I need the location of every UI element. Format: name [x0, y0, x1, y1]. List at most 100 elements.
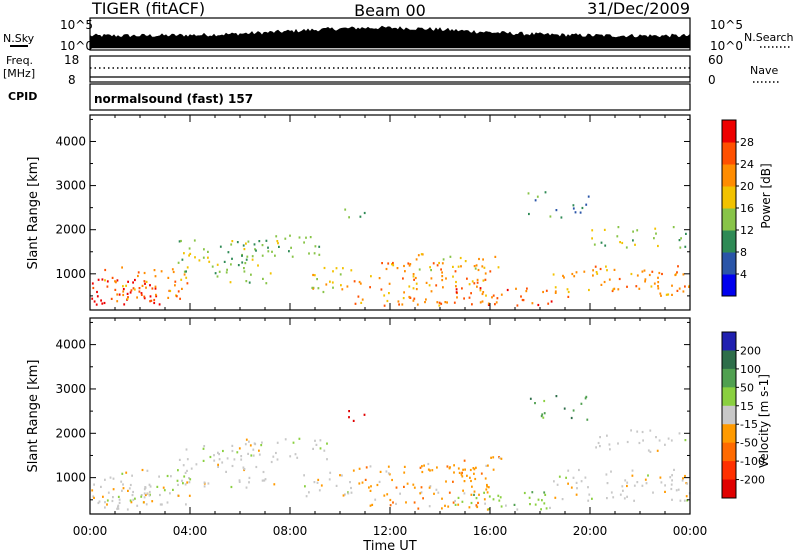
data-cell	[636, 229, 639, 232]
data-cell	[549, 215, 552, 218]
data-cell	[261, 244, 264, 247]
data-cell	[298, 437, 301, 440]
colorbar-swatch	[722, 186, 736, 209]
data-cell	[221, 461, 224, 464]
data-cell	[630, 429, 632, 432]
colorbar-swatch	[722, 405, 736, 425]
data-cell	[454, 499, 456, 503]
data-cell	[667, 293, 670, 296]
data-cell	[127, 280, 129, 283]
data-cell	[252, 448, 255, 451]
data-cell	[444, 504, 446, 507]
data-cell	[245, 486, 248, 489]
data-cell	[323, 449, 326, 452]
data-cell	[676, 289, 679, 292]
data-cell	[91, 489, 94, 492]
power-colorbar-label: Power [dB]	[759, 163, 773, 228]
data-cell	[472, 467, 475, 470]
data-cell	[289, 455, 292, 458]
data-cell	[209, 455, 212, 459]
data-cell	[348, 216, 350, 219]
data-cell	[419, 466, 422, 469]
data-cell	[118, 293, 121, 296]
data-cell	[478, 493, 480, 496]
data-cell	[277, 242, 279, 245]
data-cell	[574, 211, 577, 214]
data-cell	[442, 258, 445, 261]
data-cell	[242, 466, 245, 469]
data-cell	[238, 480, 241, 483]
data-cell	[189, 478, 192, 481]
data-cell	[670, 483, 673, 486]
colorbar-swatch	[722, 461, 736, 481]
data-cell	[169, 289, 172, 293]
data-cell	[658, 271, 661, 275]
data-cell	[254, 248, 256, 251]
data-cell	[273, 483, 276, 486]
data-cell	[378, 480, 381, 483]
data-cell	[413, 297, 416, 300]
data-cell	[245, 258, 248, 261]
colorbar-swatch	[722, 142, 736, 165]
data-cell	[462, 468, 464, 471]
data-cell	[653, 282, 656, 285]
data-cell	[684, 474, 686, 478]
data-cell	[428, 505, 431, 508]
data-cell	[412, 483, 415, 486]
data-cell	[479, 287, 482, 290]
data-cell	[485, 464, 488, 467]
data-cell	[182, 464, 185, 467]
data-cell	[230, 263, 232, 266]
data-cell	[182, 482, 184, 485]
data-cell	[122, 293, 125, 297]
data-cell	[684, 245, 687, 248]
data-cell	[326, 442, 328, 445]
data-cell	[122, 288, 125, 291]
data-cell	[613, 268, 616, 271]
data-cell	[102, 495, 104, 498]
data-cell	[104, 268, 107, 272]
data-cell	[198, 259, 201, 262]
data-cell	[203, 445, 206, 448]
data-cell	[481, 300, 484, 303]
data-cell	[132, 490, 134, 494]
data-cell	[243, 270, 246, 273]
data-cell	[101, 278, 104, 281]
data-cell	[537, 303, 540, 307]
data-cell	[240, 458, 243, 461]
data-cell	[664, 443, 666, 446]
data-cell	[117, 507, 120, 510]
data-cell	[257, 264, 259, 267]
data-cell	[243, 267, 245, 270]
data-cell	[525, 290, 528, 293]
data-cell	[583, 270, 586, 273]
data-cell	[588, 493, 591, 496]
data-cell	[298, 236, 301, 239]
data-cell	[251, 255, 254, 258]
data-cell	[641, 484, 644, 487]
data-cell	[604, 244, 607, 247]
data-cell	[111, 499, 114, 503]
data-cell	[207, 256, 209, 259]
data-cell	[253, 243, 256, 246]
data-cell	[395, 502, 397, 505]
data-cell	[320, 484, 323, 487]
data-cell	[129, 499, 132, 502]
data-cell	[339, 273, 342, 276]
data-cell	[560, 216, 563, 219]
data-cell	[441, 275, 444, 278]
colorbar-swatch	[722, 442, 736, 462]
data-cell	[461, 471, 463, 474]
data-cell	[570, 416, 573, 420]
ytick-label: 3000	[55, 382, 86, 396]
xtick-label: 20:00	[573, 524, 608, 538]
data-cell	[513, 503, 516, 506]
data-cell	[430, 277, 433, 280]
data-cell	[600, 283, 603, 286]
data-cell	[591, 237, 593, 240]
data-cell	[496, 297, 499, 300]
data-cell	[483, 266, 486, 269]
data-cell	[576, 487, 578, 490]
data-cell	[608, 443, 611, 446]
data-cell	[681, 479, 684, 482]
